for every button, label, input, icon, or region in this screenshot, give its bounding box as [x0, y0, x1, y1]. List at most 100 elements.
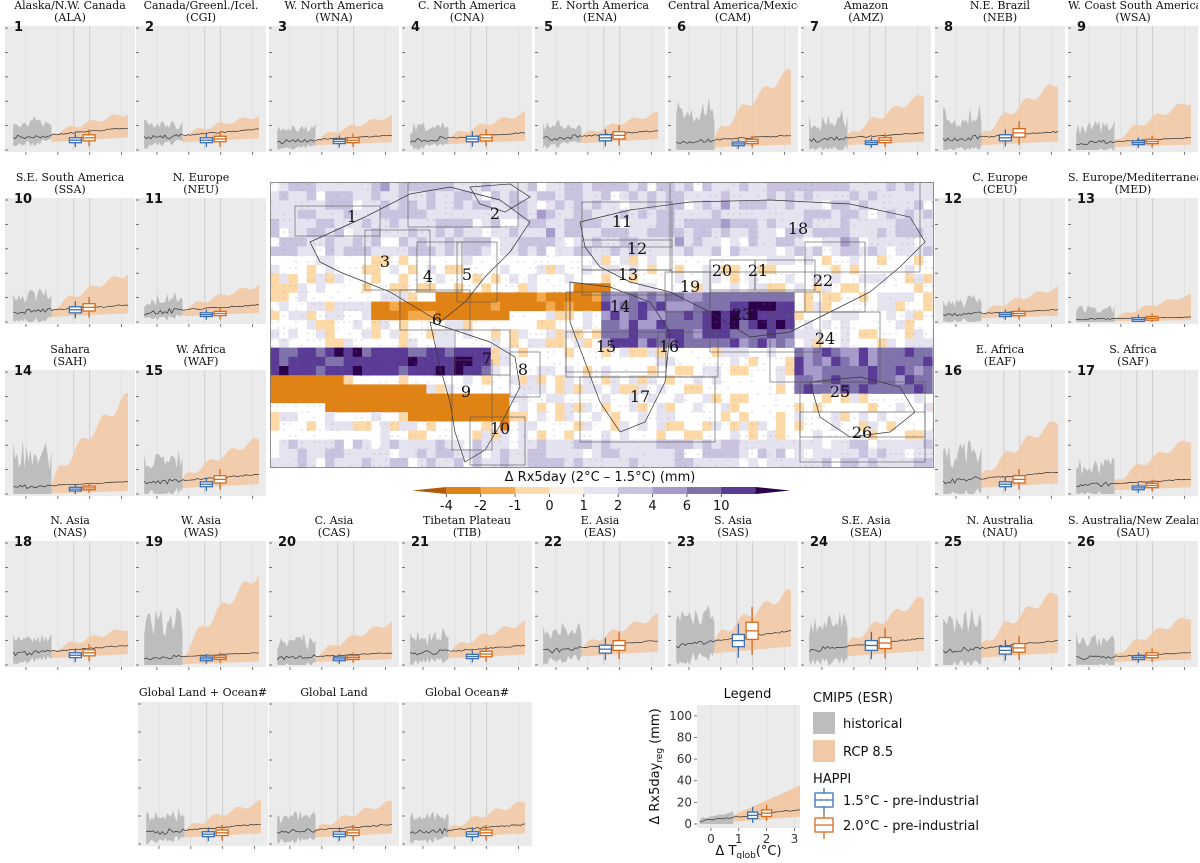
- region-label: 26: [852, 423, 872, 442]
- map-cell: [831, 182, 841, 192]
- map-cell: [794, 228, 804, 238]
- map-cell: [463, 218, 473, 229]
- region-title: Tibetan Plateau (TIB): [402, 515, 532, 541]
- region-plot: [1068, 541, 1198, 670]
- region-label: 24: [815, 329, 835, 348]
- map-cell: [426, 218, 436, 229]
- map-cell: [270, 412, 280, 422]
- region-name: Tibetan Plateau: [422, 515, 512, 527]
- historical-range: [943, 607, 982, 665]
- map-cell: [463, 356, 473, 367]
- map-cell: [398, 218, 409, 229]
- map-cell: [573, 458, 584, 468]
- map-cell: [656, 356, 666, 367]
- y-tick-label: 0: [684, 817, 692, 831]
- map-cell: [923, 375, 933, 385]
- map-cell: [426, 366, 436, 376]
- map-cell: [500, 393, 510, 404]
- map-cell: [270, 228, 280, 238]
- map-cell: [904, 246, 915, 256]
- map-cell: [408, 384, 418, 394]
- map-cell: [325, 338, 335, 348]
- map-cell: [380, 320, 390, 330]
- map-cell: [288, 209, 298, 220]
- map-cell: [435, 310, 446, 321]
- map-cell: [702, 283, 712, 293]
- map-cell: [647, 218, 657, 229]
- map-cell: [877, 255, 887, 266]
- map-cell: [858, 375, 869, 385]
- rcp85-range: [182, 574, 259, 665]
- rcp85-range: [184, 799, 261, 838]
- map-cell: [739, 338, 749, 348]
- map-cell: [610, 421, 620, 431]
- map-cell: [656, 182, 666, 192]
- map-cell: [831, 292, 841, 302]
- map-cell: [674, 338, 685, 348]
- map-cell: [923, 292, 933, 302]
- map-cell: [352, 246, 363, 256]
- map-cell: [297, 375, 308, 385]
- map-cell: [316, 182, 326, 192]
- region-title: S. Australia/New Zealand (SAU): [1068, 515, 1198, 541]
- map-cell: [352, 191, 363, 201]
- map-cell: [380, 448, 390, 459]
- map-cell: [325, 439, 335, 450]
- region-title: N. Asia (NAS): [5, 515, 135, 541]
- map-cell: [702, 338, 712, 348]
- map-cell: [601, 301, 611, 312]
- map-cell: [776, 421, 786, 431]
- map-cell: [408, 421, 418, 431]
- map-cell: [352, 384, 363, 394]
- region-panel-ala: Alaska/N.W. Canada (ALA) 1: [5, 0, 135, 162]
- coastline: [579, 199, 926, 338]
- map-cell: [500, 402, 510, 413]
- map-cell: [720, 347, 731, 358]
- region-label: 6: [432, 310, 442, 329]
- map-cell: [398, 182, 409, 192]
- map-cell: [536, 338, 547, 348]
- map-cell: [573, 283, 584, 293]
- map-cell: [868, 274, 878, 284]
- map-cell: [849, 458, 860, 468]
- region-title: W. North America (WNA): [269, 0, 399, 26]
- region-title: Canada/Greenl./Icel. (CGI): [136, 0, 266, 26]
- map-cell: [417, 347, 427, 358]
- map-cell: [444, 412, 455, 422]
- map-cell: [858, 209, 869, 220]
- map-cell: [812, 228, 823, 238]
- region-name: W. North America: [284, 0, 384, 12]
- plot-area: [136, 370, 266, 506]
- median-line: [13, 481, 129, 489]
- map-cell: [463, 347, 473, 358]
- region-name: W. Coast South America: [1068, 0, 1198, 12]
- map-cell: [334, 347, 344, 358]
- region-number: 11: [145, 192, 164, 207]
- map-cell: [398, 384, 409, 394]
- map-cell: [582, 246, 593, 256]
- map-cell: [527, 191, 538, 201]
- map-cell: [417, 458, 427, 468]
- map-cell: [334, 209, 344, 220]
- map-cell: [316, 274, 326, 284]
- map-cell: [398, 292, 409, 302]
- map-cell: [509, 301, 519, 312]
- map-cell: [720, 301, 731, 312]
- map-cell: [656, 301, 666, 312]
- map-cell: [389, 200, 400, 210]
- map-cell: [895, 191, 906, 201]
- colorbar-swatch: [549, 487, 585, 494]
- map-cell: [840, 448, 850, 459]
- map-cell: [592, 283, 602, 293]
- map-cell: [886, 347, 896, 358]
- region-plot: [1068, 370, 1198, 499]
- map-cell: [573, 209, 584, 220]
- map-cell: [822, 228, 832, 238]
- map-cell: [711, 209, 722, 220]
- map-cell: [886, 292, 896, 302]
- map-cell: [849, 191, 860, 201]
- map-cell: [527, 292, 538, 302]
- map-cell: [785, 237, 795, 247]
- map-cell: [923, 439, 933, 450]
